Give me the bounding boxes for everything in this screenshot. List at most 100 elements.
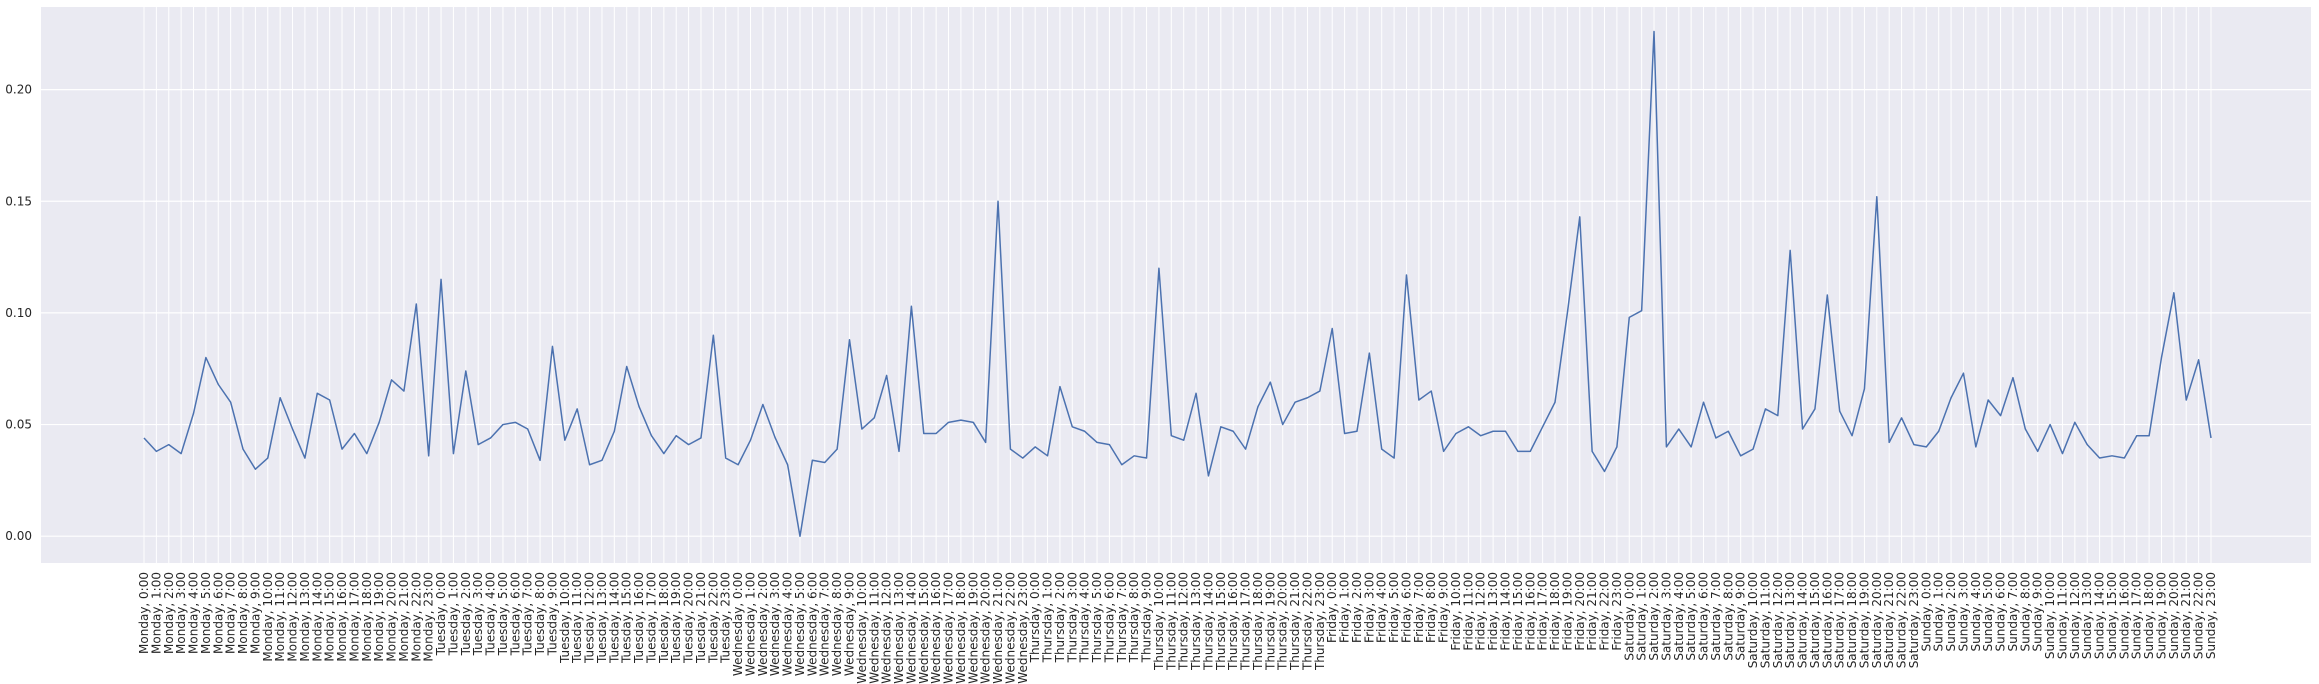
x-tick-label: Friday, 23:00 [1610, 572, 1624, 651]
x-tick-label: Monday, 3:00 [174, 572, 188, 654]
x-tick-label: Saturday, 18:00 [1845, 572, 1859, 668]
x-tick-label: Tuesday, 10:00 [558, 572, 572, 664]
x-tick-label: Monday, 20:00 [385, 572, 399, 662]
x-tick-label: Saturday, 23:00 [1907, 572, 1921, 668]
x-tick-label: Wednesday, 17:00 [942, 572, 956, 684]
x-tick-label: Wednesday, 13:00 [892, 572, 906, 684]
x-tick-label: Saturday, 20:00 [1870, 572, 1884, 668]
x-tick-label: Wednesday, 7:00 [818, 572, 832, 676]
x-tick-label: Wednesday, 10:00 [855, 572, 869, 684]
x-tick-label: Saturday, 9:00 [1734, 572, 1748, 661]
y-tick-label: 0.00 [5, 529, 32, 543]
x-tick-label: Wednesday, 8:00 [830, 572, 844, 676]
x-tick-label: Thursday, 17:00 [1239, 572, 1253, 671]
x-tick-label: Tuesday, 19:00 [669, 572, 683, 664]
x-tick-label: Wednesday, 2:00 [756, 572, 770, 676]
x-tick-label: Thursday, 16:00 [1226, 572, 1240, 671]
x-tick-label: Saturday, 19:00 [1857, 572, 1871, 668]
x-tick-label: Thursday, 8:00 [1127, 572, 1141, 663]
x-tick-label: Friday, 8:00 [1424, 572, 1438, 643]
x-tick-label: Tuesday, 4:00 [484, 572, 498, 656]
x-tick-label: Wednesday, 9:00 [843, 572, 857, 676]
x-tick-label: Monday, 8:00 [236, 572, 250, 654]
x-tick-label: Sunday, 10:00 [2043, 572, 2057, 659]
x-tick-label: Tuesday, 0:00 [434, 572, 448, 656]
x-tick-label: Sunday, 13:00 [2080, 572, 2094, 659]
x-tick-label: Tuesday, 18:00 [657, 572, 671, 664]
x-tick-label: Thursday, 6:00 [1102, 572, 1116, 663]
x-tick-label: Tuesday, 3:00 [471, 572, 485, 656]
x-tick-label: Sunday, 19:00 [2154, 572, 2168, 659]
x-tick-label: Tuesday, 9:00 [545, 572, 559, 656]
x-tick-label: Friday, 12:00 [1474, 572, 1488, 651]
x-tick-label: Wednesday, 3:00 [768, 572, 782, 676]
series-line [143, 30, 2212, 537]
x-tick-label: Friday, 22:00 [1598, 572, 1612, 651]
x-tick-label: Wednesday, 22:00 [1003, 572, 1017, 684]
x-tick-label: Thursday, 2:00 [1053, 572, 1067, 663]
x-tick-label: Friday, 15:00 [1511, 572, 1525, 651]
x-tick-label: Saturday, 17:00 [1833, 572, 1847, 668]
x-tick-label: Sunday, 4:00 [1969, 572, 1983, 651]
x-tick-label: Sunday, 15:00 [2105, 572, 2119, 659]
x-tick-label: Friday, 16:00 [1523, 572, 1537, 651]
x-tick-label: Wednesday, 1:00 [743, 572, 757, 676]
x-tick-label: Monday, 11:00 [273, 572, 287, 662]
y-tick-label: 0.15 [5, 194, 32, 208]
x-tick-label: Sunday, 16:00 [2117, 572, 2131, 659]
x-tick-label: Sunday, 22:00 [2192, 572, 2206, 659]
x-tick-label: Tuesday, 16:00 [632, 572, 646, 664]
x-tick-label: Thursday, 15:00 [1214, 572, 1228, 671]
x-tick-label: Sunday, 20:00 [2167, 572, 2181, 659]
x-tick-label: Wednesday, 14:00 [904, 572, 918, 684]
x-tick-label: Tuesday, 8:00 [533, 572, 547, 656]
x-tick-label: Monday, 2:00 [162, 572, 176, 654]
grid [41, 7, 2311, 563]
x-tick-label: Friday, 20:00 [1573, 572, 1587, 651]
x-tick-label: Friday, 5:00 [1387, 572, 1401, 643]
x-tick-label: Saturday, 16:00 [1820, 572, 1834, 668]
x-tick-label: Sunday, 0:00 [1919, 572, 1933, 651]
x-tick-label: Friday, 11:00 [1461, 572, 1475, 651]
x-tick-label: Wednesday, 12:00 [880, 572, 894, 684]
x-tick-label: Sunday, 18:00 [2142, 572, 2156, 659]
x-tick-label: Friday, 19:00 [1560, 572, 1574, 651]
x-tick-label: Saturday, 15:00 [1808, 572, 1822, 668]
x-tick-label: Sunday, 12:00 [2068, 572, 2082, 659]
x-tick-label: Wednesday, 18:00 [954, 572, 968, 684]
x-tick-label: Tuesday, 22:00 [706, 572, 720, 664]
x-tick-label: Saturday, 7:00 [1709, 572, 1723, 661]
x-tick-label: Thursday, 12:00 [1177, 572, 1191, 671]
x-tick-label: Sunday, 17:00 [2130, 572, 2144, 659]
plot-background [41, 7, 2311, 563]
x-tick-label: Wednesday, 4:00 [781, 572, 795, 676]
x-tick-label: Wednesday, 5:00 [793, 572, 807, 676]
x-tick-label: Sunday, 2:00 [1944, 572, 1958, 651]
x-tick-label: Sunday, 5:00 [1981, 572, 1995, 651]
x-tick-label: Thursday, 22:00 [1300, 572, 1314, 671]
x-tick-label: Thursday, 13:00 [1189, 572, 1203, 671]
x-tick-label: Sunday, 7:00 [2006, 572, 2020, 651]
x-tick-label: Monday, 9:00 [248, 572, 262, 654]
x-tick-label: Tuesday, 15:00 [620, 572, 634, 664]
x-tick-label: Saturday, 4:00 [1672, 572, 1686, 661]
x-tick-label: Saturday, 11:00 [1758, 572, 1772, 668]
x-tick-label: Friday, 2:00 [1350, 572, 1364, 643]
x-tick-label: Monday, 7:00 [224, 572, 238, 654]
x-tick-label: Monday, 15:00 [323, 572, 337, 662]
x-tick-label: Friday, 17:00 [1536, 572, 1550, 651]
x-tick-label: Monday, 13:00 [298, 572, 312, 662]
x-tick-label: Thursday, 10:00 [1152, 572, 1166, 671]
x-tick-label: Thursday, 9:00 [1140, 572, 1154, 663]
x-tick-label: Monday, 18:00 [360, 572, 374, 662]
x-tick-label: Saturday, 12:00 [1771, 572, 1785, 668]
x-tick-label: Monday, 12:00 [286, 572, 300, 662]
x-tick-label: Friday, 10:00 [1449, 572, 1463, 651]
x-tick-label: Tuesday, 23:00 [719, 572, 733, 664]
x-tick-label: Saturday, 22:00 [1895, 572, 1909, 668]
x-tick-label: Sunday, 14:00 [2093, 572, 2107, 659]
x-tick-label: Thursday, 14:00 [1201, 572, 1215, 671]
x-tick-label: Wednesday, 16:00 [929, 572, 943, 684]
x-tick-label: Wednesday, 11:00 [867, 572, 881, 684]
